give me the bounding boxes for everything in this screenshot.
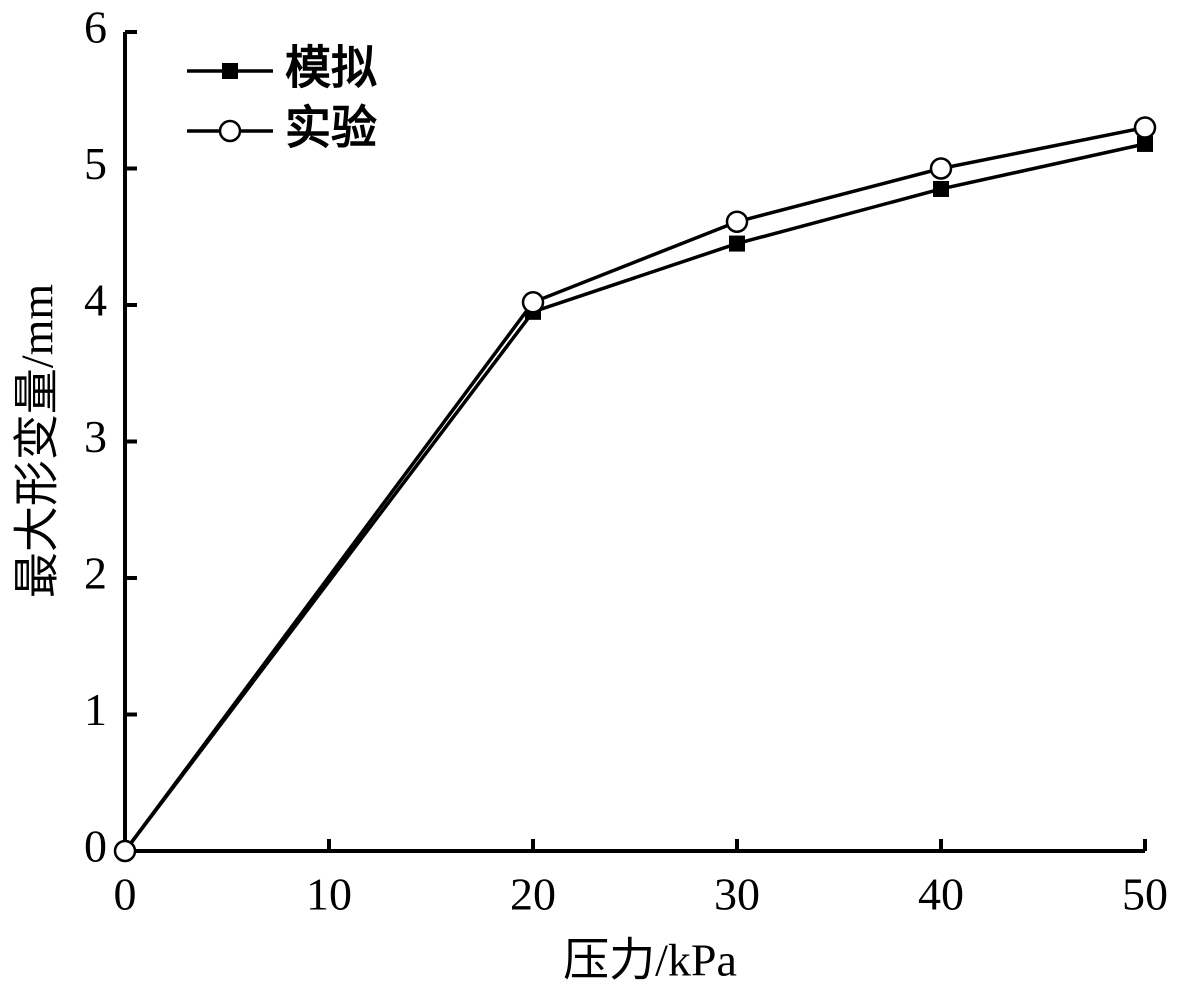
y-tick-label: 0 (84, 821, 107, 872)
data-point (725, 210, 749, 233)
series-line (123, 125, 1146, 853)
data-point (113, 839, 137, 863)
legend-marker (218, 119, 242, 143)
series-line (123, 142, 1146, 853)
y-tick-label: 5 (84, 138, 107, 189)
y-tick-label: 2 (84, 548, 107, 599)
x-tick-label: 20 (510, 869, 556, 920)
y-tick-label: 6 (84, 2, 107, 53)
legend-marker (222, 63, 238, 79)
x-tick-label: 0 (114, 869, 137, 920)
x-tick-label: 40 (918, 869, 964, 920)
y-tick-label: 3 (84, 411, 107, 462)
data-point (933, 180, 949, 197)
y-tick-label: 4 (84, 275, 107, 326)
x-axis-label: 压力/kPa (563, 935, 737, 986)
y-tick-label: 1 (84, 684, 107, 735)
x-tick-label: 30 (714, 869, 760, 920)
data-point (1133, 116, 1157, 139)
x-tick-label: 50 (1122, 869, 1168, 920)
y-axis-label: 最大形变量/mm (12, 284, 63, 599)
data-point (521, 291, 545, 314)
x-tick-label: 10 (306, 869, 352, 920)
data-point (1137, 135, 1153, 152)
legend-label: 实验 (285, 101, 377, 155)
data-point (729, 235, 745, 252)
legend-label: 模拟 (285, 41, 377, 95)
data-point (929, 157, 953, 180)
